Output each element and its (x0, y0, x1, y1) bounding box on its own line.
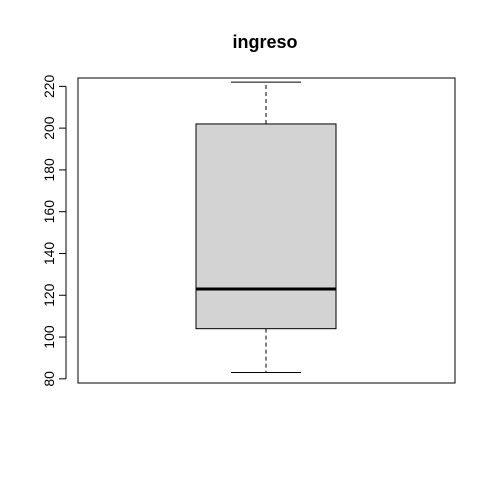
plot-frame (77, 77, 456, 384)
y-axis: 80 100 120 140 160 180 200 220 (41, 74, 67, 387)
y-tick-label: 80 (41, 371, 57, 387)
y-tick-label: 140 (41, 242, 57, 266)
iqr-box (195, 123, 337, 330)
y-tick-label: 220 (41, 74, 57, 98)
chart-title: ingreso (232, 32, 297, 52)
y-tick-label: 120 (41, 283, 57, 307)
y-tick-label: 160 (41, 200, 57, 224)
y-tick-label: 100 (41, 325, 57, 349)
y-tick-label: 180 (41, 158, 57, 182)
y-tick-label: 200 (41, 116, 57, 140)
box-group (195, 81, 337, 374)
